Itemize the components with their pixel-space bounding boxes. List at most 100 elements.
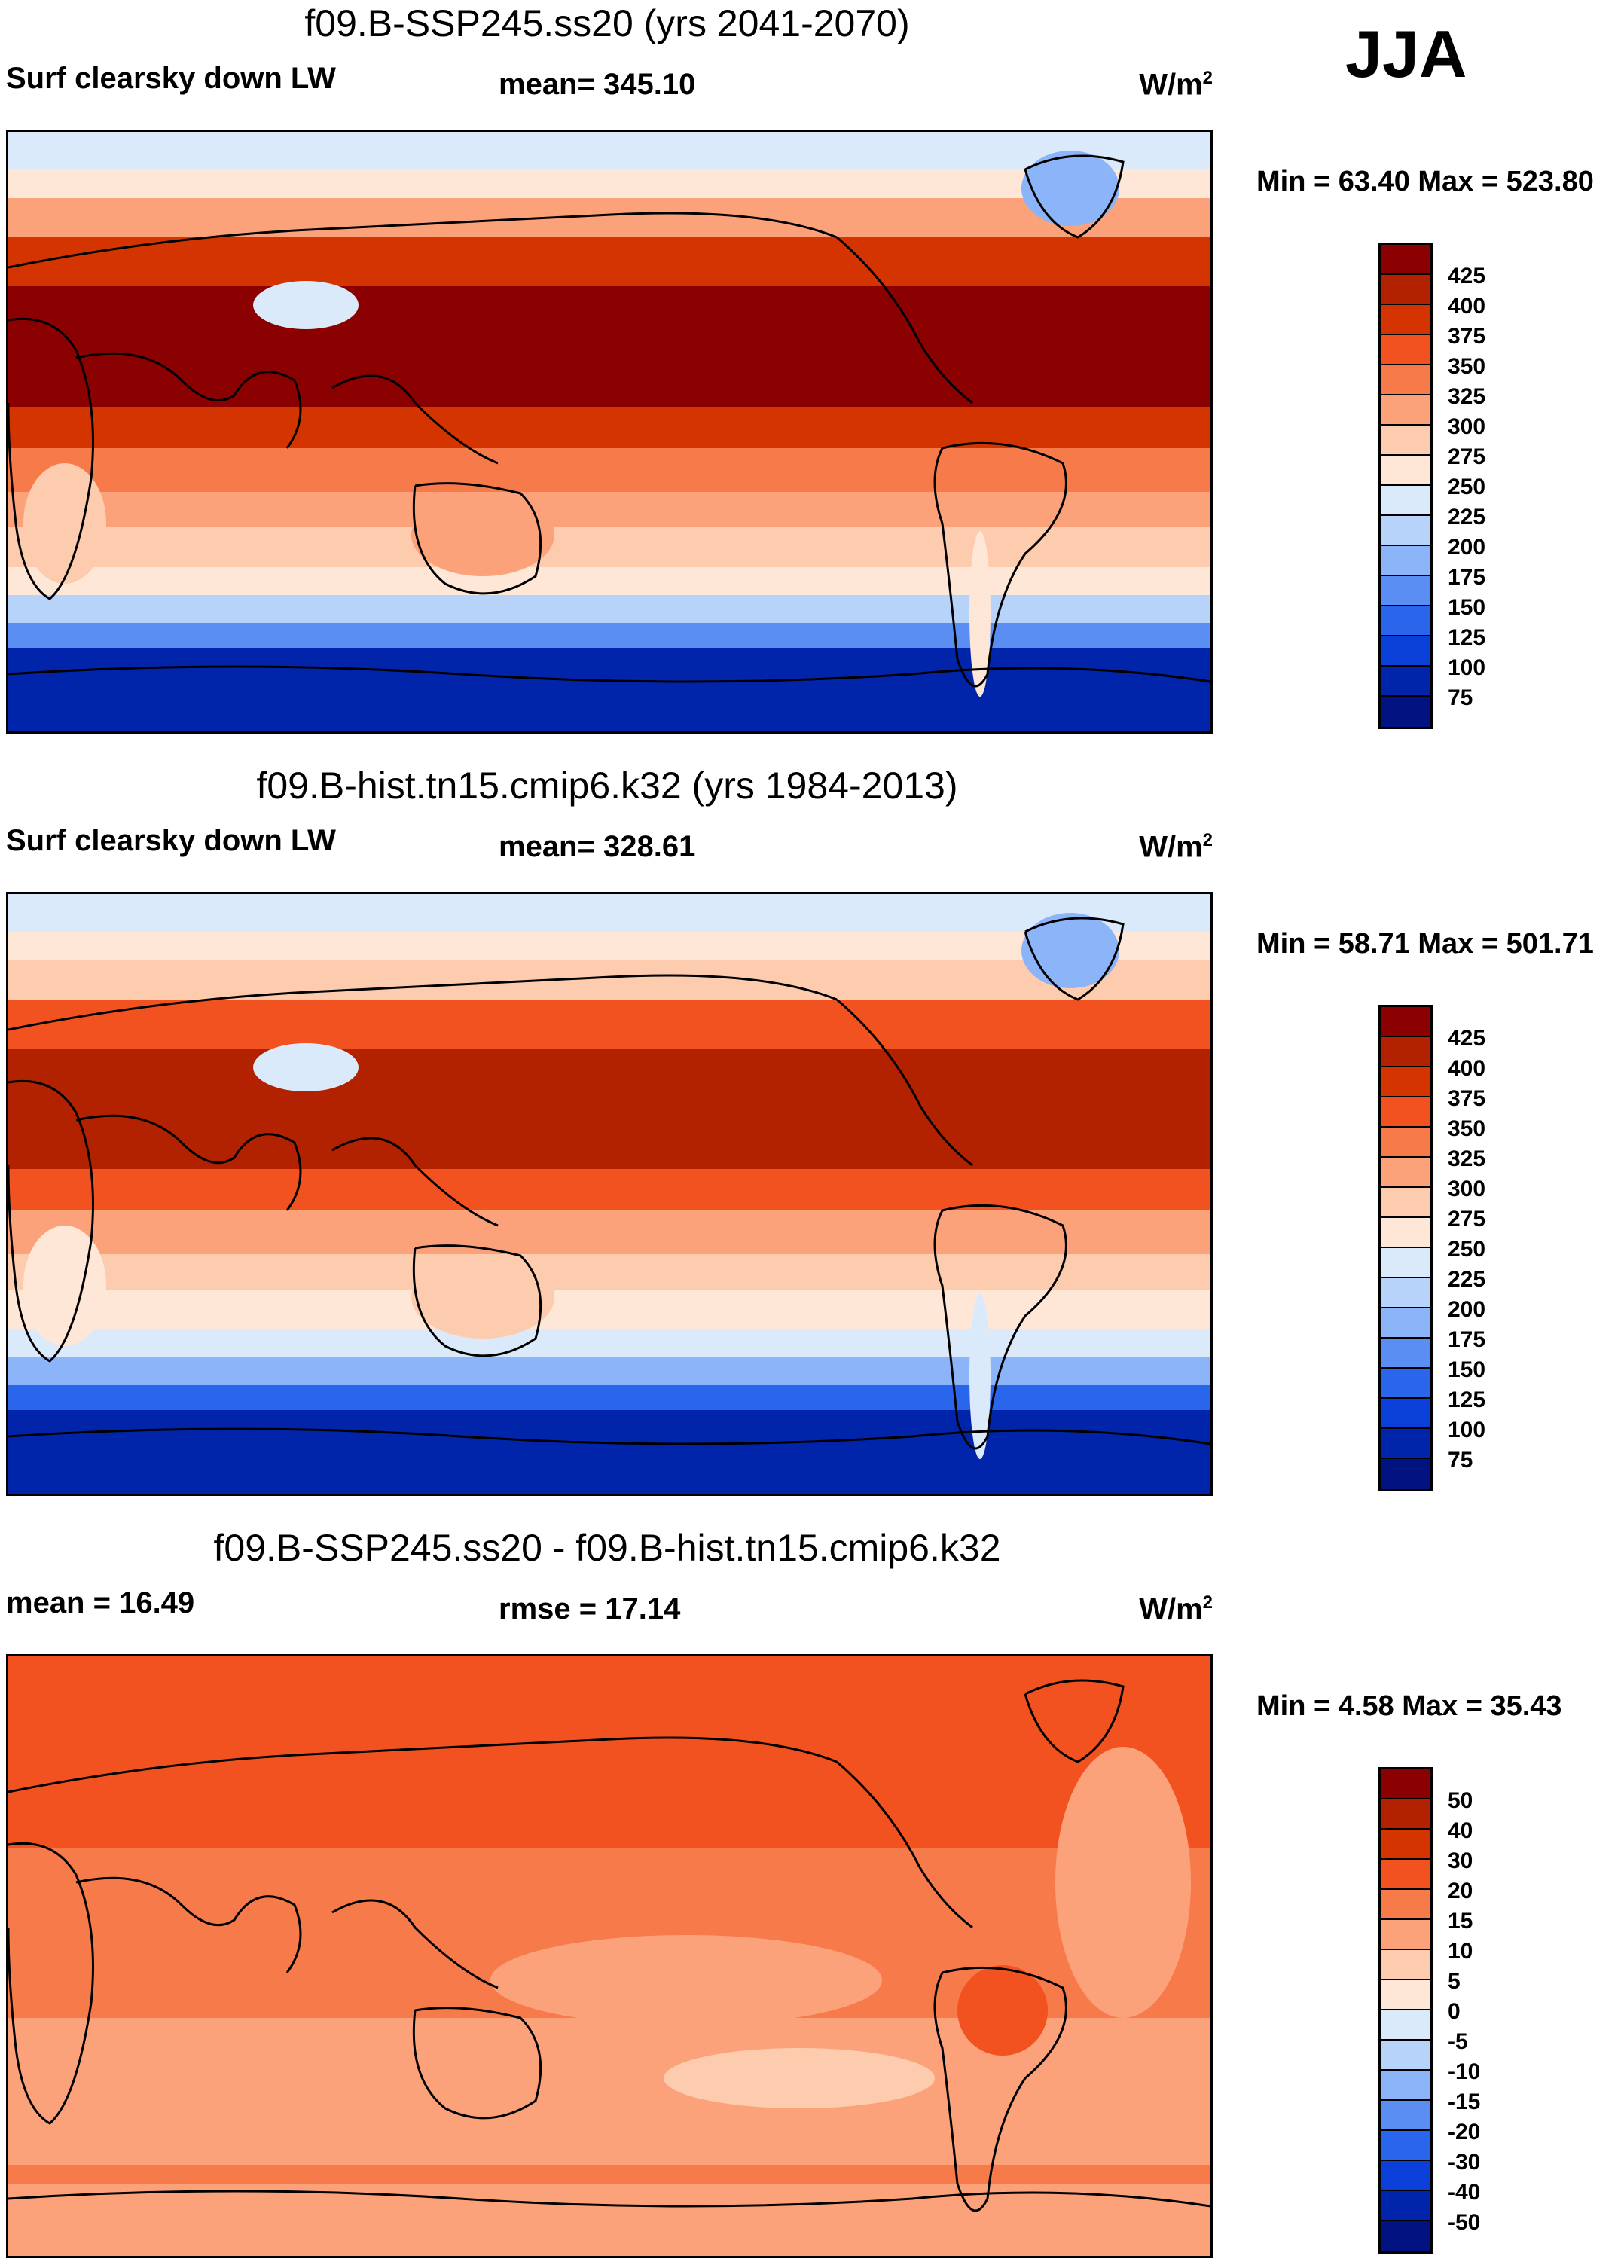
andes — [969, 531, 991, 697]
colorbar-box — [1381, 395, 1430, 426]
colorbar-box — [1381, 1980, 1430, 2010]
colorbar-tick: 175 — [1448, 565, 1486, 590]
min-max-label: Min = 58.71 Max = 501.71 — [1256, 928, 1594, 960]
colorbar-tick: 40 — [1448, 1818, 1473, 1843]
mean-label: mean= 345.10 — [499, 68, 696, 101]
africa-south — [23, 1226, 106, 1346]
colorbar-box — [1381, 2071, 1430, 2101]
colorbar-box — [1381, 2041, 1430, 2071]
map-historical — [6, 892, 1213, 1496]
band-ice-2 — [8, 1385, 1210, 1412]
band-antarctic — [8, 1410, 1210, 1494]
colorbar-box — [1381, 697, 1430, 727]
coastlines — [8, 917, 1210, 1450]
band-south-sub — [8, 407, 1210, 452]
band-tropics — [8, 1049, 1210, 1173]
colorbar-box — [1381, 426, 1430, 456]
units-label: W/m2 — [1139, 1592, 1213, 1626]
colorbar-box — [1381, 275, 1430, 305]
colorbar-tick: 350 — [1448, 1116, 1486, 1141]
variable-label: Surf clearsky down LW — [6, 62, 336, 95]
tibet-plateau — [253, 1043, 359, 1091]
band-south-pale — [8, 1329, 1210, 1360]
band-south-high — [8, 527, 1210, 569]
colorbar-tick: 250 — [1448, 1237, 1486, 1262]
colorbar-box — [1381, 2131, 1430, 2161]
colorbar-tick: 75 — [1448, 1448, 1473, 1473]
mean-label: mean= 328.61 — [499, 830, 696, 863]
colorbar-tick: 200 — [1448, 1297, 1486, 1322]
colorbar-tick: 125 — [1448, 625, 1486, 650]
colorbar — [1378, 1005, 1433, 1491]
band-north-high — [8, 198, 1210, 240]
colorbar-tick: 10 — [1448, 1939, 1473, 1964]
min-max-label: Min = 4.58 Max = 35.43 — [1256, 1690, 1562, 1722]
colorbar-tick: 275 — [1448, 1207, 1486, 1232]
variable-label: Surf clearsky down LW — [6, 824, 336, 857]
map-difference — [6, 1654, 1213, 2258]
band-south-mid2 — [8, 492, 1210, 530]
mean-label: mean = 16.49 — [6, 1586, 195, 1619]
band-north-mid — [8, 237, 1210, 290]
colorbar-box — [1381, 1067, 1430, 1097]
pacific-pale — [490, 1935, 882, 2025]
band-arctic-2 — [8, 932, 1210, 966]
colorbar-tick: 375 — [1448, 1086, 1486, 1111]
colorbar-box — [1381, 245, 1430, 275]
colorbar-box — [1381, 1339, 1430, 1369]
colorbar-tick: -15 — [1448, 2089, 1481, 2114]
colorbar-tick: 425 — [1448, 264, 1486, 288]
colorbar-tick: 225 — [1448, 505, 1486, 530]
colorbar-box — [1381, 516, 1430, 546]
band-south-pale — [8, 567, 1210, 597]
colorbar-box — [1381, 1278, 1430, 1308]
colorbar-tick: 325 — [1448, 1146, 1486, 1171]
andes — [969, 1293, 991, 1459]
greenland — [1021, 913, 1119, 988]
amazon — [957, 1965, 1048, 2056]
colorbar-box — [1381, 667, 1430, 697]
colorbar-box — [1381, 486, 1430, 516]
colorbar-tick: -30 — [1448, 2150, 1481, 2175]
colorbar-tick: 200 — [1448, 535, 1486, 560]
colorbar-box — [1381, 546, 1430, 576]
band-north-high — [8, 960, 1210, 1002]
colorbar-box — [1381, 2221, 1430, 2251]
colorbar-box — [1381, 1920, 1430, 1950]
colorbar-tick: -20 — [1448, 2120, 1481, 2144]
band-south-mid — [8, 1210, 1210, 1256]
colorbar-tick: 350 — [1448, 354, 1486, 379]
colorbar-tick: 15 — [1448, 1909, 1473, 1934]
colorbar-tick: 0 — [1448, 1999, 1461, 2024]
colorbar-tick: 400 — [1448, 1056, 1486, 1081]
coastlines — [8, 154, 1210, 688]
band-south-mid2 — [8, 1254, 1210, 1292]
colorbar-box — [1381, 1799, 1430, 1830]
band-antarctic — [8, 2184, 1210, 2256]
colorbar-tick: 20 — [1448, 1879, 1473, 1903]
colorbar-box — [1381, 2010, 1430, 2041]
colorbar-tick: 400 — [1448, 294, 1486, 319]
panel-title: f09.B-SSP245.ss20 - f09.B-hist.tn15.cmip… — [213, 1527, 1001, 1569]
colorbar-box — [1381, 636, 1430, 667]
colorbar-box — [1381, 576, 1430, 606]
band-north — [8, 1656, 1210, 1852]
colorbar-box — [1381, 1369, 1430, 1399]
colorbar-box — [1381, 1037, 1430, 1067]
colorbar-tick: 125 — [1448, 1387, 1486, 1412]
colorbar-box — [1381, 1830, 1430, 1860]
colorbar-box — [1381, 1459, 1430, 1489]
colorbar-tick: 5 — [1448, 1969, 1461, 1994]
colorbar-box — [1381, 1007, 1430, 1037]
colorbar — [1378, 243, 1433, 729]
colorbar-box — [1381, 1429, 1430, 1459]
atlantic-pale — [1055, 1747, 1191, 2018]
band-ice-1 — [8, 595, 1210, 625]
south-pacific-pale — [664, 2048, 935, 2108]
band-south-mid — [8, 448, 1210, 493]
greenland — [1021, 151, 1119, 226]
colorbar-box — [1381, 365, 1430, 395]
colorbar-tick: 225 — [1448, 1267, 1486, 1292]
band-tropics — [8, 286, 1210, 411]
colorbar-box — [1381, 1218, 1430, 1248]
